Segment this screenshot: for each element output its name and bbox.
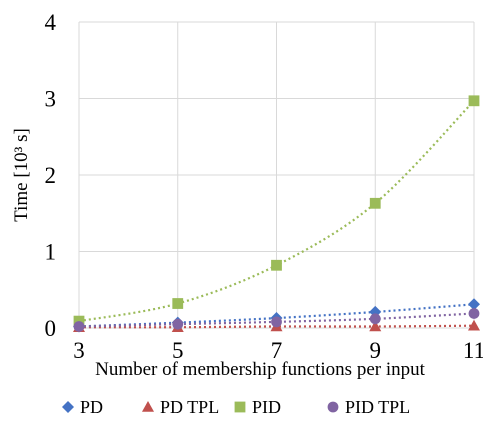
legend-marker bbox=[62, 401, 74, 413]
data-point bbox=[73, 321, 85, 332]
gridlines bbox=[78, 21, 475, 329]
legend-marker bbox=[327, 401, 339, 413]
x-axis-title: Number of membership functions per input bbox=[95, 359, 426, 380]
data-point bbox=[468, 95, 480, 107]
data-point bbox=[271, 259, 282, 271]
x-tick-label: 3 bbox=[73, 338, 85, 363]
legend: PD PD TPL PID PID TPL bbox=[62, 397, 410, 417]
data-point bbox=[468, 308, 480, 319]
y-tick-label: 1 bbox=[45, 240, 57, 265]
legend-marker bbox=[142, 401, 154, 412]
data-point bbox=[369, 197, 381, 209]
series-pid-tpl bbox=[73, 308, 480, 332]
data-point bbox=[369, 313, 381, 325]
legend-label: PID TPL bbox=[345, 397, 410, 417]
y-tick-label: 4 bbox=[45, 10, 57, 35]
data-point bbox=[172, 318, 184, 330]
data-point bbox=[172, 298, 184, 309]
legend-label: PD TPL bbox=[160, 397, 219, 417]
y-tick-label: 3 bbox=[45, 87, 57, 112]
x-tick-label: 5 bbox=[172, 338, 184, 363]
y-tick-label: 0 bbox=[45, 316, 57, 341]
data-point bbox=[468, 319, 480, 331]
data-point bbox=[271, 316, 282, 328]
legend-item: PD TPL bbox=[142, 397, 219, 417]
data-point bbox=[369, 320, 382, 332]
y-tick-labels: 0 1 2 3 4 bbox=[45, 10, 57, 341]
legend-label: PID bbox=[252, 397, 281, 417]
x-tick-labels: 3 5 7 9 11 bbox=[73, 338, 483, 363]
series-group bbox=[73, 95, 480, 333]
legend-item: PID bbox=[234, 397, 281, 417]
legend-item: PD bbox=[62, 397, 103, 417]
trend-line bbox=[78, 324, 475, 329]
x-tick-label: 7 bbox=[271, 338, 283, 363]
trend-line bbox=[78, 312, 475, 328]
y-tick-label: 2 bbox=[45, 163, 57, 188]
legend-label: PD bbox=[80, 397, 103, 417]
x-tick-label: 9 bbox=[370, 338, 382, 363]
y-axis-title: Time [10³ s] bbox=[11, 128, 32, 222]
x-tick-label: 11 bbox=[463, 338, 483, 363]
legend-item: PID TPL bbox=[327, 397, 410, 417]
legend-marker bbox=[234, 401, 246, 413]
data-point bbox=[468, 298, 480, 311]
